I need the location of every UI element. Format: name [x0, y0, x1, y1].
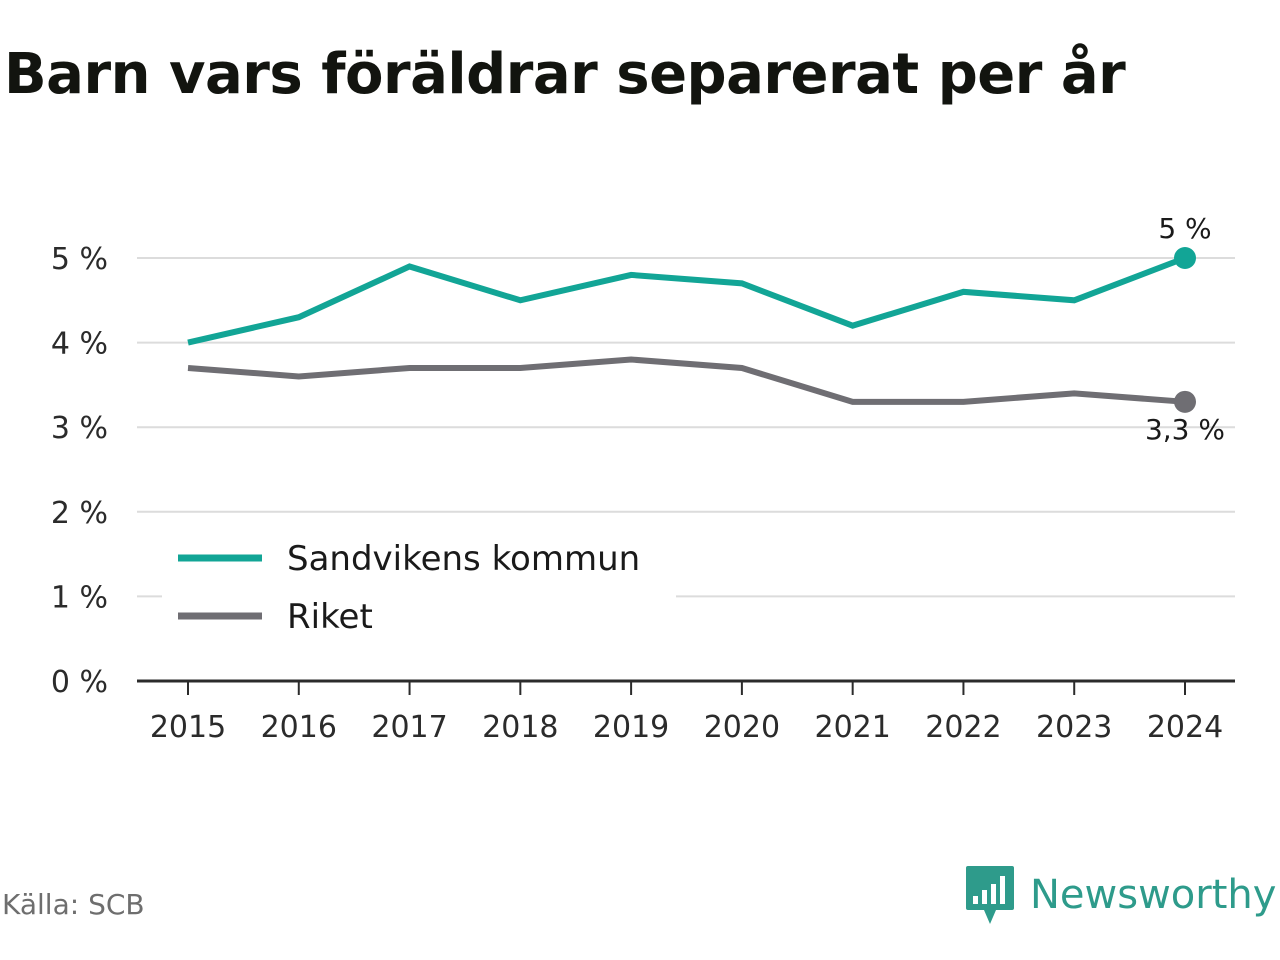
x-tick-label: 2022	[925, 710, 1001, 745]
brand-logo[interactable]: Newsworthy	[964, 862, 1276, 928]
series-end-point-sandvikens-kommun	[1174, 247, 1196, 269]
y-axis-tick-labels: 0 % 1 % 2 % 3 % 4 % 5 %	[51, 242, 108, 700]
y-tick-label: 0 %	[51, 665, 108, 700]
series-line-sandvikens-kommun	[187, 255, 1187, 346]
newsworthy-logo-icon	[966, 866, 1014, 924]
x-tick-label: 2024	[1147, 710, 1223, 745]
y-tick-label: 1 %	[51, 580, 108, 615]
legend-label: Sandvikens kommun	[287, 539, 640, 579]
x-tick-label: 2018	[482, 710, 558, 745]
x-tick-label: 2015	[150, 710, 226, 745]
legend-label: Riket	[287, 597, 373, 637]
legend: Sandvikens kommun Riket	[162, 533, 676, 646]
series-line-riket	[187, 356, 1186, 405]
y-tick-label: 4 %	[51, 327, 108, 362]
x-tick-label: 2023	[1036, 710, 1112, 745]
series-end-label: 3,3 %	[1145, 413, 1225, 446]
x-axis: 2015 2016 2017 2018 2019 2020 2021 2022 2023 2024	[137, 679, 1235, 745]
legend-background	[162, 533, 676, 646]
line-chart: 0 %1 %2 %3 %4 %5 % 2015 2016 2017 2018 2019 2…	[51, 212, 1235, 745]
y-tick-label: 2 %	[51, 496, 108, 531]
series-end-point-riket	[1174, 390, 1196, 413]
brand-name: Newsworthy	[1030, 872, 1277, 918]
series-lines: 5 % 3,3 %	[187, 212, 1225, 446]
chart-title: Barn vars föräldrar separerat per år	[4, 42, 1126, 107]
x-tick-label: 2021	[814, 710, 890, 745]
x-tick-label: 2020	[704, 710, 780, 745]
x-tick-label: 2017	[371, 710, 447, 745]
x-tick-label: 2019	[593, 710, 669, 745]
x-tick-label: 2016	[261, 710, 337, 745]
source-label: Källa: SCB	[2, 888, 145, 921]
series-end-label: 5 %	[1158, 212, 1211, 245]
y-tick-label: 3 %	[51, 411, 108, 446]
y-tick-label: 5 %	[51, 242, 108, 277]
